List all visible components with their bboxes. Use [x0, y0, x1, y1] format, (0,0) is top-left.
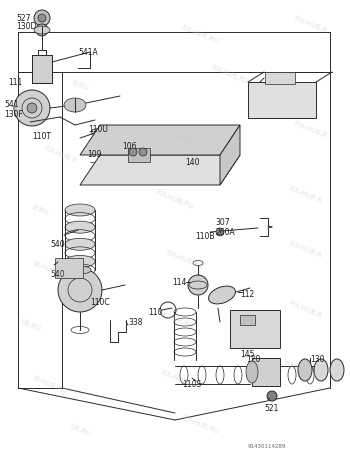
Circle shape [188, 275, 208, 295]
Ellipse shape [209, 286, 236, 304]
Circle shape [139, 148, 147, 156]
Text: 110U: 110U [88, 125, 108, 134]
Ellipse shape [69, 266, 91, 274]
Text: FIX-HUB.R: FIX-HUB.R [293, 121, 327, 140]
Text: 130: 130 [310, 355, 324, 364]
Text: FIX-HUB.R: FIX-HUB.R [288, 186, 322, 204]
Text: 110C: 110C [90, 298, 110, 307]
Text: 540: 540 [50, 240, 65, 249]
Ellipse shape [65, 238, 95, 250]
Text: FIX-HUB.R: FIX-HUB.R [293, 16, 327, 34]
Text: FIX-HUB.R: FIX-HUB.R [43, 146, 77, 164]
Text: 114: 114 [172, 278, 186, 287]
Text: B.RU: B.RU [71, 79, 89, 91]
Text: 110T: 110T [32, 132, 51, 141]
Ellipse shape [64, 98, 86, 112]
Circle shape [34, 10, 50, 26]
Circle shape [14, 90, 50, 126]
Text: 540: 540 [50, 270, 65, 279]
Text: FIX-HUB.R: FIX-HUB.R [288, 301, 322, 320]
Text: UB.RU: UB.RU [69, 423, 91, 437]
Polygon shape [80, 155, 240, 185]
Text: 148: 148 [268, 76, 282, 85]
Circle shape [129, 148, 137, 156]
Bar [248, 82, 316, 118]
Text: 109: 109 [87, 150, 102, 159]
Text: B.RU: B.RU [31, 204, 49, 216]
Text: FIX-HUB.RU: FIX-HUB.RU [155, 190, 195, 210]
Text: 260A: 260A [215, 228, 235, 237]
Bar [230, 310, 280, 348]
Ellipse shape [34, 26, 50, 34]
Text: 541A: 541A [78, 48, 98, 57]
Bar [128, 148, 150, 162]
Bar [240, 315, 255, 325]
Text: FIX-HUB.RU: FIX-HUB.RU [160, 370, 200, 390]
Text: FIX-HUB.RU: FIX-HUB.RU [155, 310, 195, 330]
Text: FIX-HUB.RU: FIX-HUB.RU [165, 250, 205, 270]
Text: 110S: 110S [182, 380, 201, 389]
Text: FIX-HUB.RU: FIX-HUB.RU [180, 25, 220, 45]
Text: 91430114289: 91430114289 [248, 444, 287, 449]
Bar [55, 258, 83, 278]
Polygon shape [220, 125, 240, 185]
Text: 145: 145 [240, 350, 254, 359]
Text: IX-HUB.RU: IX-HUB.RU [32, 375, 68, 395]
Text: 110B: 110B [195, 232, 215, 241]
Bar [265, 72, 295, 84]
Ellipse shape [65, 221, 95, 233]
Text: UB.RU: UB.RU [19, 318, 41, 332]
Text: FIX-HUB.RU: FIX-HUB.RU [210, 65, 250, 86]
Polygon shape [80, 125, 240, 155]
Ellipse shape [298, 359, 312, 381]
Text: IX-HUB.RU: IX-HUB.RU [32, 261, 68, 279]
Ellipse shape [330, 359, 344, 381]
Text: 307: 307 [215, 218, 230, 227]
Text: 521: 521 [264, 404, 278, 413]
Text: 120: 120 [246, 355, 260, 364]
Text: 338: 338 [128, 318, 142, 327]
Text: 111: 111 [8, 78, 22, 87]
Ellipse shape [314, 359, 328, 381]
Circle shape [267, 391, 277, 401]
Text: IX-HUB.RU: IX-HUB.RU [167, 130, 203, 149]
Text: 130F: 130F [4, 110, 23, 119]
Circle shape [216, 228, 224, 236]
Bar [252, 358, 280, 386]
Ellipse shape [65, 256, 95, 267]
Text: 106: 106 [122, 142, 136, 151]
Circle shape [38, 14, 46, 22]
Ellipse shape [246, 361, 258, 383]
Circle shape [27, 103, 37, 113]
Text: 112: 112 [240, 290, 254, 299]
Text: 130D: 130D [16, 22, 36, 31]
Text: 527: 527 [16, 14, 30, 23]
Text: 541: 541 [4, 100, 19, 109]
Text: 140: 140 [185, 158, 199, 167]
Text: FIX-HUB.RU: FIX-HUB.RU [180, 415, 220, 435]
Text: 110: 110 [148, 308, 162, 317]
Circle shape [58, 268, 102, 312]
Text: FIX-HUB.R: FIX-HUB.R [288, 241, 322, 259]
Ellipse shape [65, 204, 95, 216]
Text: FIX-HUB.R: FIX-HUB.R [283, 360, 317, 379]
Bar [32, 55, 52, 83]
Circle shape [36, 24, 48, 36]
Ellipse shape [91, 129, 109, 137]
